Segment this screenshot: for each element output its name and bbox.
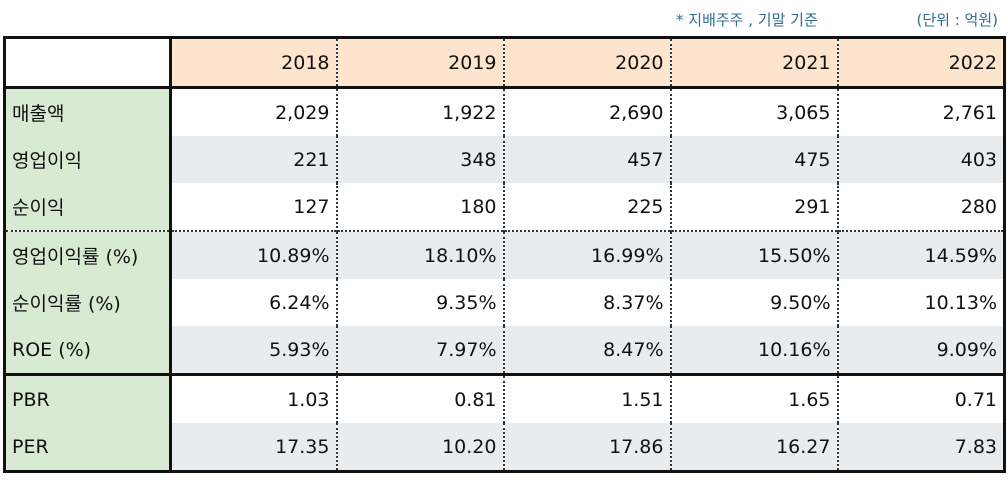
table-cell: 16.27 <box>669 423 838 472</box>
row-label: 영업이익률 (%) <box>4 230 172 279</box>
table-cell: 3,065 <box>669 87 838 136</box>
table-cell: 0.71 <box>836 373 1005 423</box>
table-cell: 1.65 <box>669 373 838 423</box>
row-label: 매출액 <box>4 87 172 136</box>
corner-cell <box>4 37 172 89</box>
table-cell: 15.50% <box>669 230 838 279</box>
table-row: 매출액 2,029 1,922 2,690 3,065 2,761 <box>4 87 1005 136</box>
row-label: PER <box>4 423 172 472</box>
table-cell: 18.10% <box>335 230 504 279</box>
row-label: ROE (%) <box>4 326 172 375</box>
table-row: 순이익률 (%) 6.24% 9.35% 8.37% 9.50% 10.13% <box>4 279 1005 326</box>
table-cell: 291 <box>669 183 838 231</box>
table-cell: 280 <box>836 183 1005 231</box>
table-cell: 9.09% <box>836 326 1005 375</box>
table-cell: 127 <box>293 195 330 218</box>
table-cell: 180 <box>335 183 504 231</box>
table-cell: 7.97% <box>335 326 504 375</box>
table-cell: 17.35 <box>170 423 337 472</box>
table-cell: 10.13% <box>836 279 1005 326</box>
financial-table: 2018 2019 2020 2021 2022 매출액 2,029 1,922… <box>3 36 1006 473</box>
table-cell: 1,922 <box>335 87 504 136</box>
year-header: 2019 <box>335 37 504 89</box>
unit-note: (단위 : 억원) <box>916 11 999 29</box>
row-label: 순이익 <box>4 183 172 231</box>
table-notes: * 지배주주 , 기말 기준 (단위 : 억원) <box>0 0 1008 34</box>
table-cell: 14.59% <box>836 230 1005 279</box>
table-cell: 475 <box>669 136 838 183</box>
year-header: 2022 <box>836 37 1005 89</box>
table-row: ROE (%) 5.93% 7.97% 8.47% 10.16% 9.09% <box>4 326 1005 375</box>
year-header: 2021 <box>669 37 838 89</box>
table-cell: 8.47% <box>502 326 671 375</box>
table-cell: 457 <box>502 136 671 183</box>
row-label: PBR <box>4 373 172 423</box>
table-cell: 8.37% <box>502 279 671 326</box>
table-cell: 1.51 <box>502 373 671 423</box>
table-cell: 2,690 <box>502 87 671 136</box>
table-cell: 5.93% <box>170 326 337 375</box>
year-header: 2020 <box>502 37 671 89</box>
table-row: PER 17.35 10.20 17.86 16.27 7.83 <box>4 423 1005 472</box>
table-cell: 348 <box>335 136 504 183</box>
row-label: 영업이익 <box>4 136 172 183</box>
table-cell: 6.24% <box>269 291 330 314</box>
table-cell: 2,029 <box>275 101 330 124</box>
header-row: 2018 2019 2020 2021 2022 <box>4 37 1005 89</box>
table-cell: 0.81 <box>335 373 504 423</box>
table-cell: 2,761 <box>836 87 1005 136</box>
table-cell: 7.83 <box>836 423 1005 472</box>
table-cell: 16.99% <box>502 230 671 279</box>
table-cell: 9.35% <box>335 279 504 326</box>
table-cell: 10.20 <box>335 423 504 472</box>
table-cell: 225 <box>502 183 671 231</box>
table-row: 순이익 127 180 225 291 280 <box>4 183 1005 231</box>
table-cell: 1.03 <box>170 373 337 423</box>
table-row: 영업이익률 (%) 10.89% 18.10% 16.99% 15.50% 14… <box>4 230 1005 279</box>
table-cell: 10.89% <box>170 230 337 279</box>
basis-note: * 지배주주 , 기말 기준 <box>676 11 818 29</box>
table-row: 영업이익 221 348 457 475 403 <box>4 136 1005 183</box>
table-cell: 10.16% <box>669 326 838 375</box>
year-header: 2018 <box>170 37 337 89</box>
table-cell: 221 <box>170 136 337 183</box>
table-cell: 9.50% <box>669 279 838 326</box>
row-label: 순이익률 (%) <box>4 279 172 326</box>
table-row: PBR 1.03 0.81 1.51 1.65 0.71 <box>4 373 1005 423</box>
table-cell: 403 <box>836 136 1005 183</box>
table-cell: 17.86 <box>502 423 671 472</box>
